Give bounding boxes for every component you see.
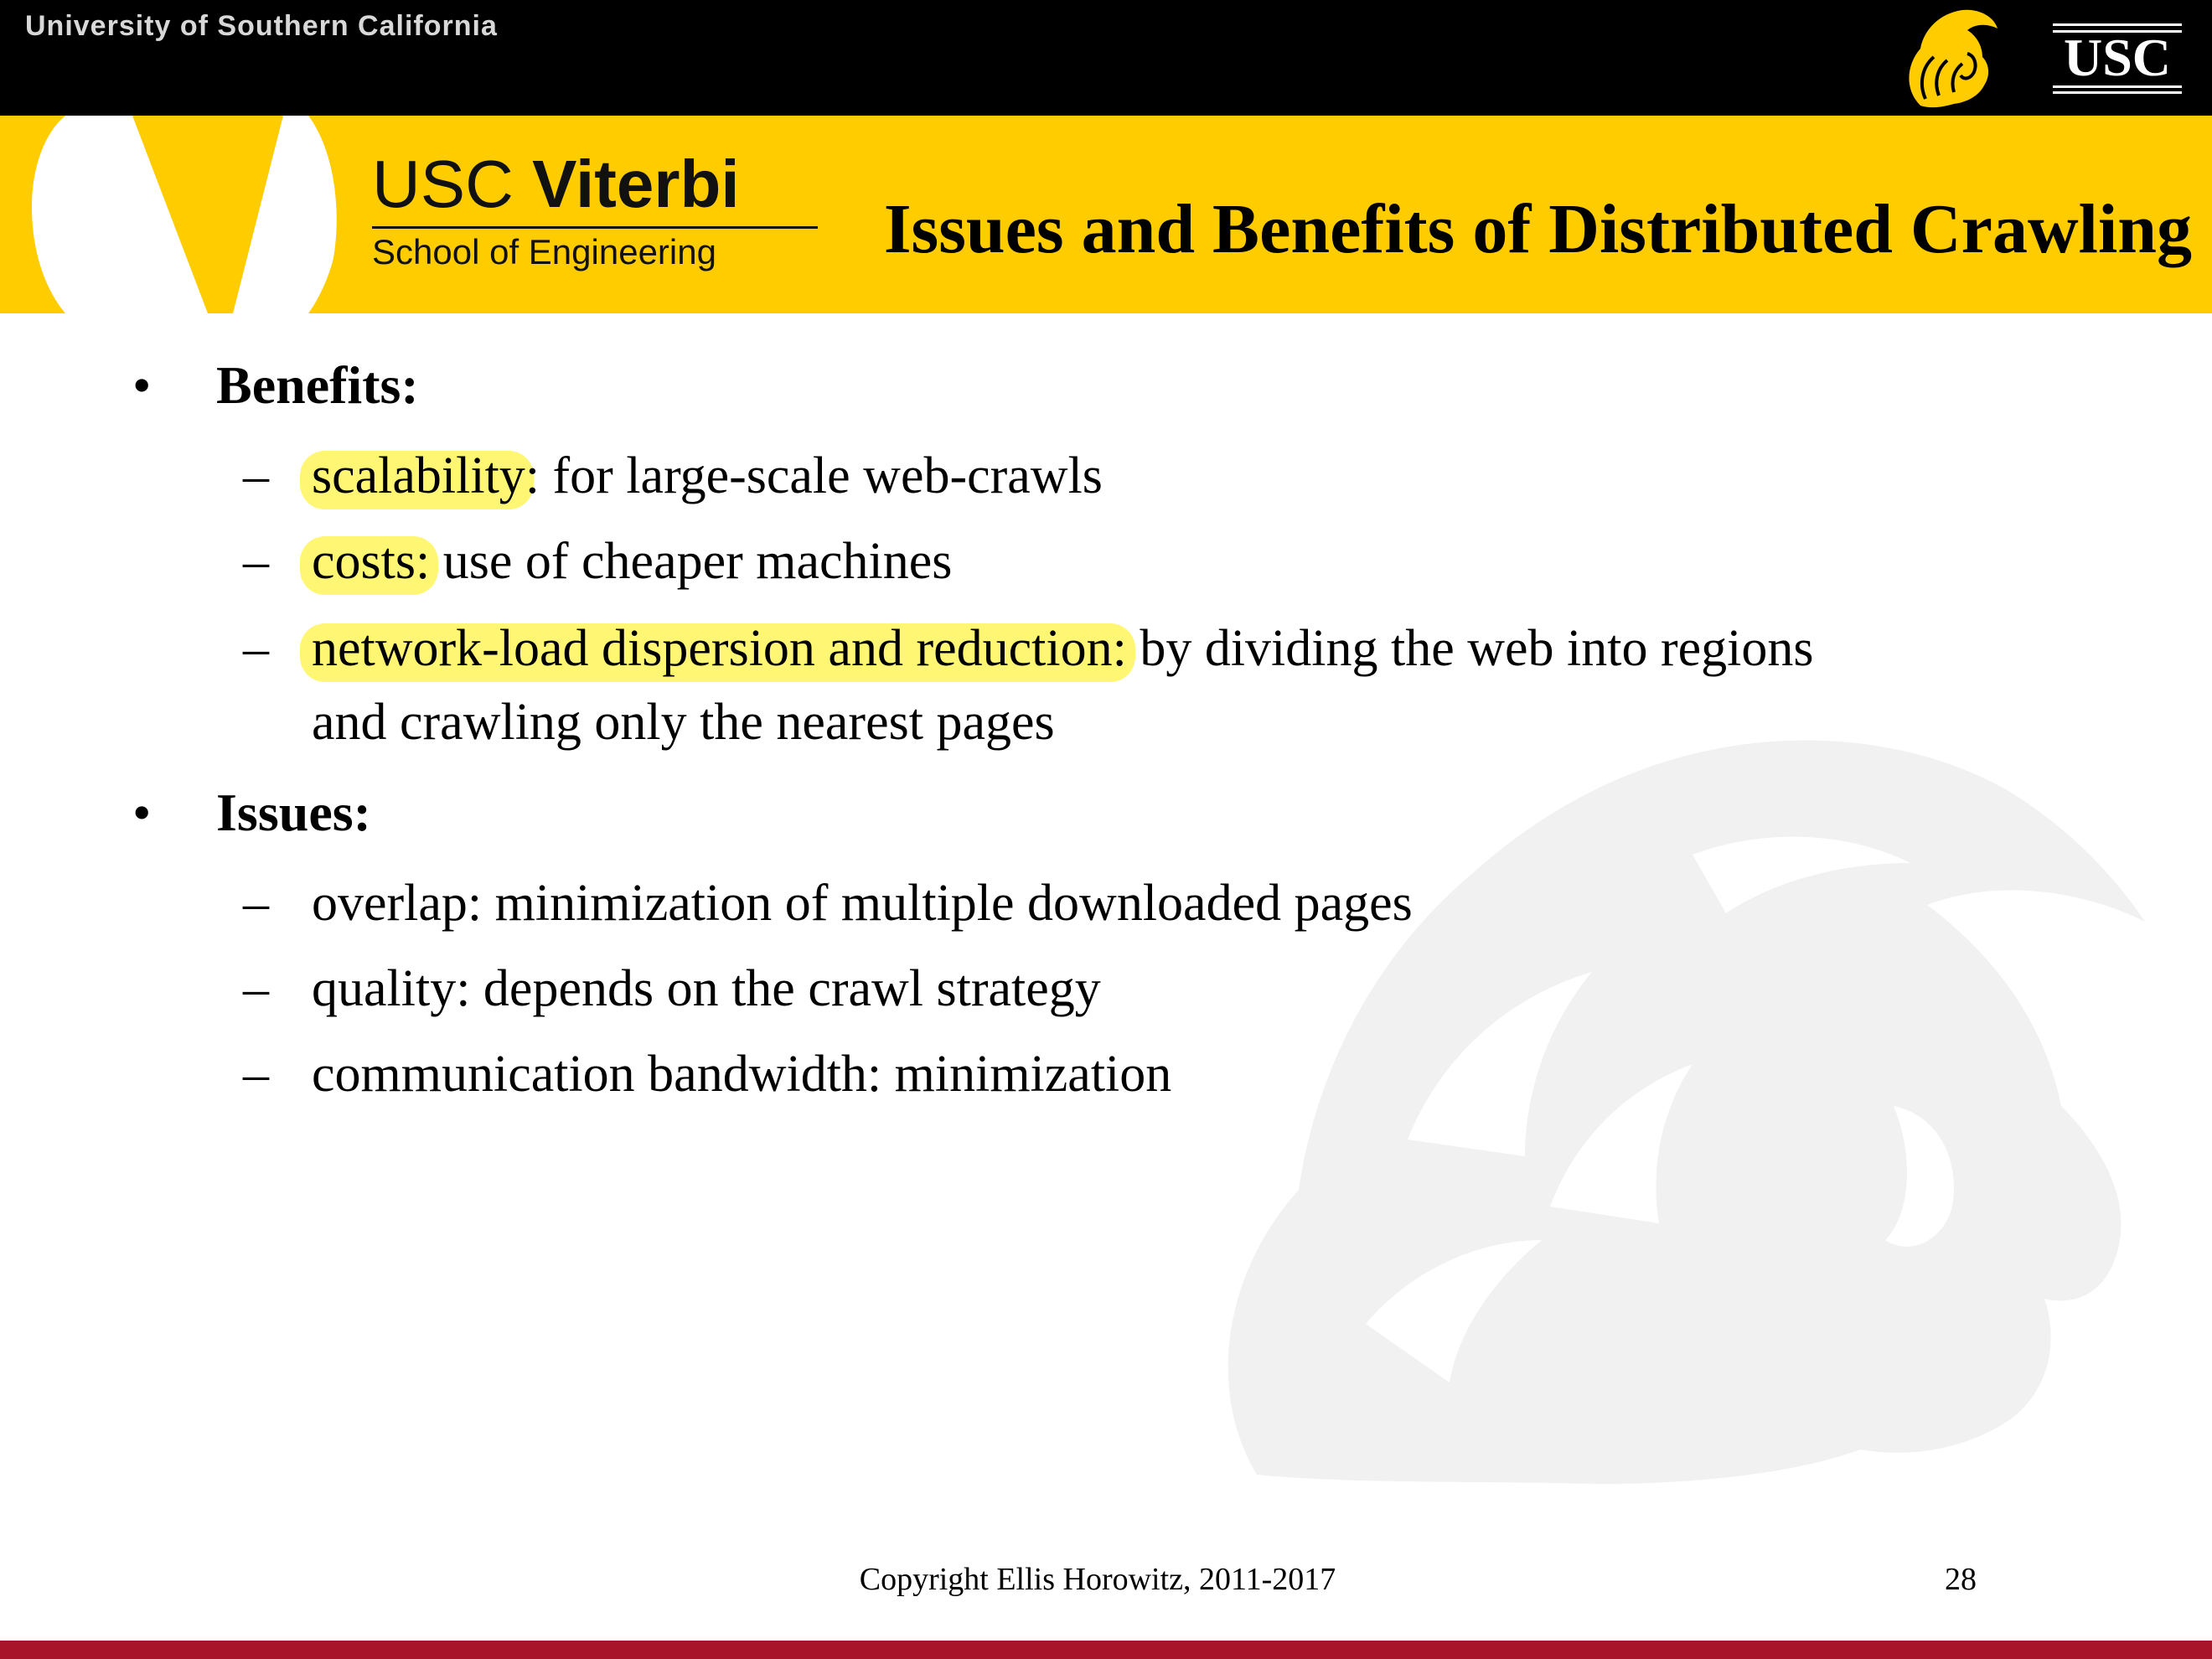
list-item-text: communication bandwidth: minimization [312,1046,1172,1103]
dash-marker: – [243,875,269,932]
dash-marker: – [243,960,269,1017]
bullet-marker: • [132,783,152,842]
list-item-text: quality: depends on the crawl strategy [312,960,1101,1017]
bullet-marker: • [132,355,152,415]
highlighted-text: network-load dispersion and reduction: [300,612,1135,685]
logo-rule-top [2053,23,2182,26]
continuation-text: and crawling only the nearest pages [312,694,1055,751]
item-description: : for large-scale web-crawls [525,447,1103,504]
viterbi-school-text: School of Engineering [372,232,716,271]
highlighted-text: scalability [300,439,534,513]
dash-marker: – [243,620,269,677]
list-item-text: overlap: minimization of multiple downlo… [312,875,1413,932]
usc-logo-text: USC [2063,28,2172,87]
viterbi-usc-text: USC [372,147,514,221]
viterbi-wordmark: USC Viterbi [372,149,740,220]
section-heading-text: Benefits: [216,355,419,415]
dash-marker: – [243,533,269,590]
slide-title: Issues and Benefits of Distributed Crawl… [883,190,2192,268]
page-number: 28 [1945,1562,1977,1597]
section-heading-text: Issues: [216,783,371,842]
logo-rule-top-2 [2053,30,2182,33]
list-item-text: scalability: for large-scale web-crawls [300,439,1103,513]
logo-rule-bottom [2053,85,2182,88]
highlighted-text: costs: [299,525,439,598]
dash-marker: – [243,447,269,504]
viterbi-divider [372,226,818,229]
viterbi-name-text: Viterbi [532,147,740,221]
title-banner: USC Viterbi School of Engineering Issues… [0,116,2212,313]
trojan-watermark-icon [1227,740,2145,1484]
list-item-text: network-load dispersion and reduction: b… [300,612,1814,685]
viterbi-v-mark-icon [32,116,337,313]
dash-marker: – [243,1046,269,1103]
logo-rule-bottom-2 [2053,91,2182,94]
footer-copyright: Copyright Ellis Horowitz, 2011-2017 [859,1562,1336,1597]
bottom-bar [0,1641,2212,1659]
university-name: University of Southern California [25,10,498,42]
item-description: use of cheaper machines [430,533,953,590]
item-description: by dividing the web into regions [1126,620,1814,677]
top-bar: University of Southern California USC [0,0,2212,116]
trojan-head-logo-icon [1909,9,1998,108]
usc-logo: USC [2053,23,2182,94]
list-item-text: costs: use of cheaper machines [299,525,953,598]
